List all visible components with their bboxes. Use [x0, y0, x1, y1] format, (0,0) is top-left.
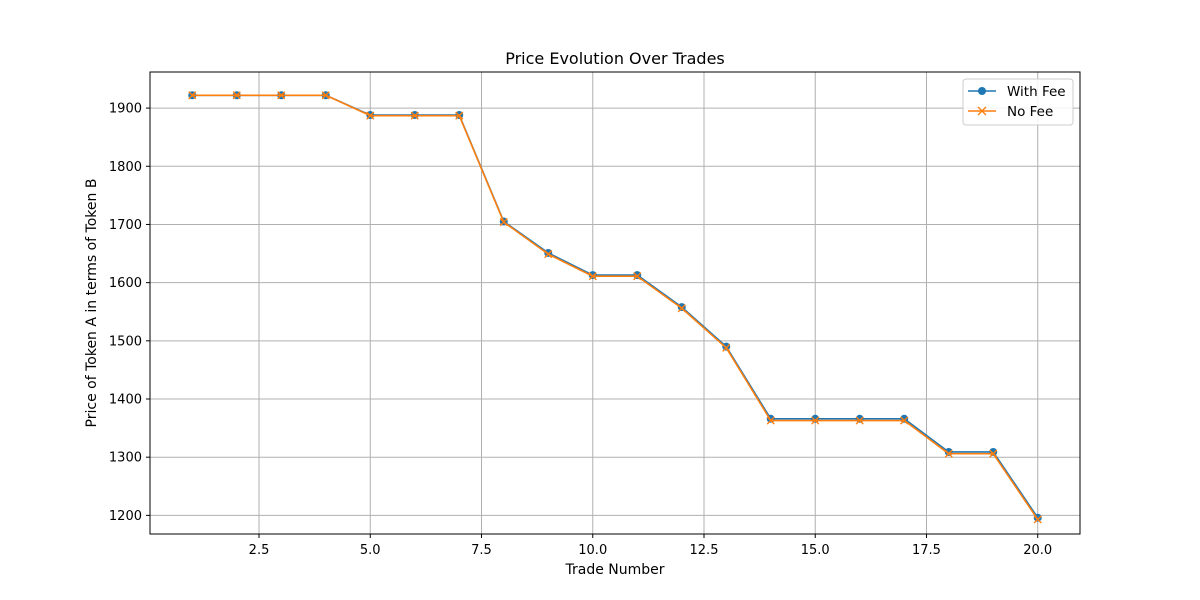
y-tick-label: 1900 [109, 102, 142, 117]
series [188, 91, 1042, 524]
legend-with-fee-label: With Fee [1007, 84, 1066, 100]
data-point [321, 91, 330, 100]
data-point [588, 272, 597, 281]
data-point [811, 416, 820, 425]
x-tick-label: 7.5 [471, 543, 492, 558]
data-point [811, 414, 820, 423]
x-axis-label: Trade Number [564, 562, 664, 578]
chart-title: Price Evolution Over Trades [505, 49, 725, 68]
data-point [455, 111, 464, 120]
series-no-fee [188, 91, 1042, 524]
data-point [855, 414, 864, 423]
data-point [588, 271, 597, 280]
axis-ticks: 2.5 5.0 7.5 10.0 12.5 15.0 17.5 20.0 1200 1300 140… [109, 102, 1052, 558]
x-tick-label: 2.5 [249, 543, 270, 558]
data-point [232, 91, 241, 100]
data-point [855, 416, 864, 425]
data-point [900, 414, 909, 423]
series-line [192, 94, 1039, 519]
y-tick-label: 1200 [109, 509, 142, 524]
x-tick-label: 5.0 [360, 543, 381, 558]
x-tick-label: 17.5 [912, 543, 941, 558]
legend-no-fee-marker [977, 106, 987, 116]
data-point [633, 272, 642, 281]
y-tick-label: 1700 [109, 218, 142, 233]
y-tick-label: 1800 [109, 160, 142, 175]
y-tick-label: 1400 [109, 393, 142, 408]
data-point [722, 342, 731, 351]
data-point [766, 416, 775, 425]
data-point [499, 218, 508, 227]
data-point [366, 111, 375, 120]
legend-with-fee-marker [978, 87, 986, 95]
legend-no-fee-label: No Fee [1007, 104, 1053, 120]
data-point [277, 91, 286, 100]
data-point [989, 449, 998, 458]
series-line [192, 94, 1039, 520]
legend: With Fee No Fee [962, 78, 1074, 126]
data-point [722, 343, 731, 352]
y-tick-label: 1300 [109, 451, 142, 466]
y-axis-label: Price of Token A in terms of Token B [84, 179, 100, 428]
y-tick-label: 1500 [109, 334, 142, 349]
x-tick-label: 10.0 [578, 543, 607, 558]
plot-area-frame [149, 71, 1081, 535]
y-tick-label: 1600 [109, 276, 142, 291]
data-point [1033, 515, 1042, 524]
data-point [544, 250, 553, 259]
x-tick-label: 20.0 [1023, 543, 1052, 558]
x-tick-label: 12.5 [690, 543, 719, 558]
data-point [188, 91, 197, 100]
grid [150, 72, 1080, 534]
x-tick-label: 15.0 [801, 543, 830, 558]
data-point [900, 416, 909, 425]
data-point [677, 304, 686, 313]
data-point [410, 111, 419, 120]
data-point [944, 449, 953, 458]
